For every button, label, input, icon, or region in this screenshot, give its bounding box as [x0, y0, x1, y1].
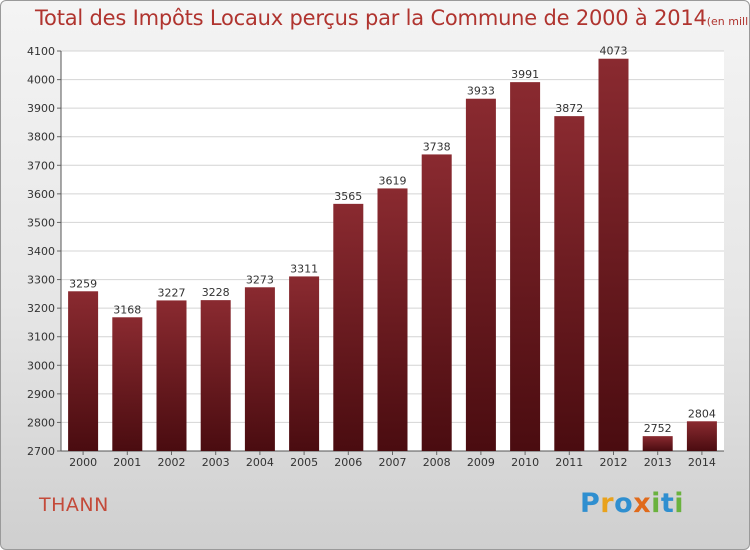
bar	[554, 116, 585, 452]
bar	[598, 58, 629, 451]
y-tick-label: 3100	[27, 331, 55, 344]
bar	[200, 300, 231, 451]
bar-value-label: 3565	[334, 190, 362, 203]
x-tick-label: 2002	[158, 456, 186, 469]
bar	[377, 188, 408, 451]
bar-value-label: 3933	[467, 85, 495, 98]
bar-value-label: 3619	[379, 174, 407, 187]
bar-value-label: 3227	[158, 286, 186, 299]
y-tick-label: 3500	[27, 216, 55, 229]
proxiti-logo: Proxiti	[580, 488, 684, 519]
logo-letter: t	[660, 488, 675, 519]
x-tick-label: 2006	[334, 456, 362, 469]
x-tick-label: 2003	[202, 456, 230, 469]
x-tick-label: 2010	[511, 456, 539, 469]
bar-value-label: 4073	[600, 45, 628, 58]
y-tick-label: 4000	[27, 74, 55, 87]
logo-letter: i	[651, 488, 661, 519]
chart-title: Total des Impôts Locaux perçus par la Co…	[35, 6, 749, 30]
y-tick-label: 3400	[27, 245, 55, 258]
bar-value-label: 3311	[290, 262, 318, 275]
bar	[333, 203, 364, 451]
bar	[156, 300, 187, 451]
y-tick-label: 3700	[27, 159, 55, 172]
commune-name: THANN	[39, 494, 109, 516]
bar-value-label: 3168	[113, 303, 141, 316]
bar-value-label: 3738	[423, 140, 451, 153]
chart-title-main: Total des Impôts Locaux perçus par la Co…	[35, 6, 707, 30]
x-tick-label: 2014	[688, 456, 716, 469]
bar-value-label: 3872	[555, 102, 583, 115]
x-tick-label: 2005	[290, 456, 318, 469]
y-tick-label: 2700	[27, 445, 55, 458]
y-tick-label: 3800	[27, 131, 55, 144]
y-tick-label: 3600	[27, 188, 55, 201]
bar	[421, 154, 452, 451]
y-tick-label: 2800	[27, 416, 55, 429]
bar-value-label: 3991	[511, 68, 539, 81]
y-tick-label: 3000	[27, 359, 55, 372]
x-tick-label: 2000	[69, 456, 97, 469]
y-tick-label: 2900	[27, 388, 55, 401]
bar	[68, 291, 99, 451]
x-tick-label: 2008	[423, 456, 451, 469]
bar-value-label: 2752	[644, 422, 672, 435]
bar	[289, 276, 320, 451]
bar	[686, 421, 717, 451]
logo-letter: i	[674, 488, 685, 519]
x-tick-label: 2013	[644, 456, 672, 469]
bar-value-label: 3259	[69, 277, 97, 290]
x-tick-label: 2012	[600, 456, 628, 469]
chart-title-unit: (en milliers d'€)	[706, 15, 749, 28]
x-tick-label: 2004	[246, 456, 274, 469]
x-tick-label: 2009	[467, 456, 495, 469]
bar	[465, 98, 496, 451]
x-tick-label: 2007	[379, 456, 407, 469]
bar	[244, 287, 275, 451]
logo-letter: P	[580, 488, 601, 519]
logo-letter: o	[614, 488, 634, 519]
bar	[642, 436, 673, 451]
bar	[510, 82, 541, 452]
bar-value-label: 2804	[688, 407, 716, 420]
x-tick-label: 2011	[555, 456, 583, 469]
y-tick-label: 3200	[27, 302, 55, 315]
y-tick-label: 3300	[27, 274, 55, 287]
bar-value-label: 3273	[246, 273, 274, 286]
y-tick-label: 3900	[27, 102, 55, 115]
x-tick-label: 2001	[113, 456, 141, 469]
y-tick-label: 4100	[27, 45, 55, 58]
bar	[112, 317, 143, 451]
logo-letter: x	[633, 488, 652, 519]
bar-value-label: 3228	[202, 286, 230, 299]
logo-letter: r	[600, 488, 615, 519]
